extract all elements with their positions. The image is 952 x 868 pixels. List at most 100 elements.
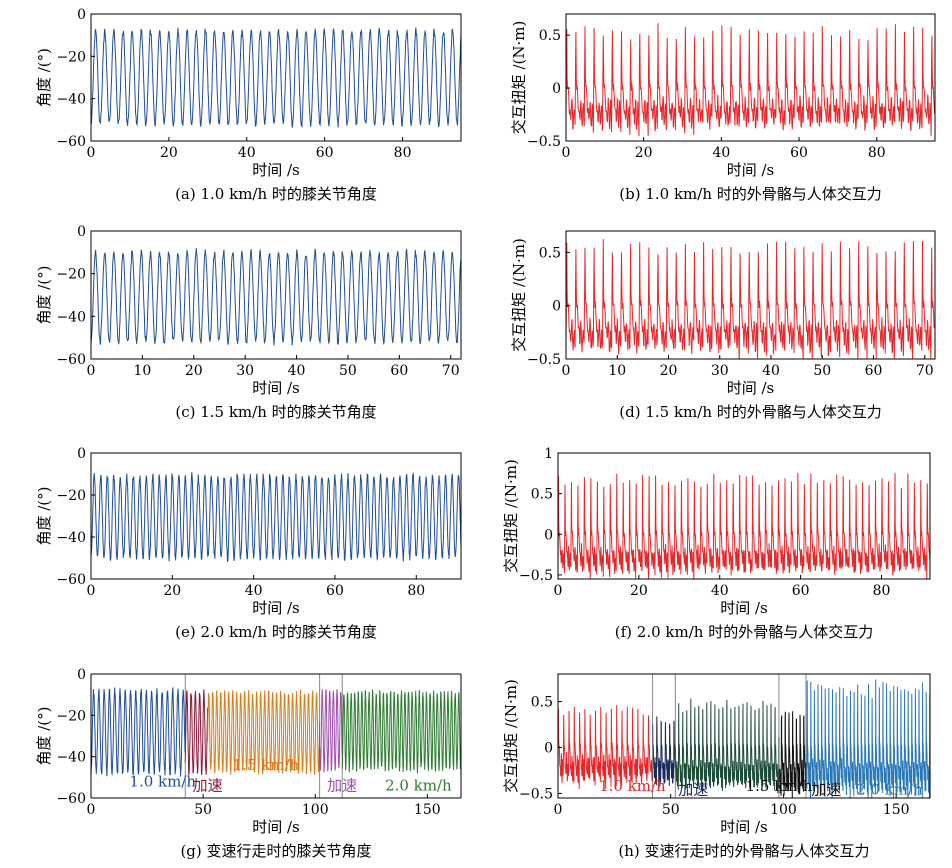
ytick-label: −60 xyxy=(56,134,86,150)
series-h-3 xyxy=(778,711,807,798)
axes-frame-a xyxy=(90,13,462,142)
panel-caption: (d) 1.5 km/h 时的外骨骼与人体交互力 xyxy=(619,403,882,421)
ytick-label: −40 xyxy=(56,750,86,766)
annotation-g-0: 1.0 km/h xyxy=(129,772,196,790)
ytick-label: 0 xyxy=(77,446,86,462)
ytick-label: −20 xyxy=(56,708,86,724)
ytick-label: 0 xyxy=(552,299,561,315)
y-axis-label: 交互扭矩 /(N·m) xyxy=(502,459,520,573)
xtick-label: 0 xyxy=(87,802,96,818)
chart-a: 0 20 40 60 80 0 −20 −40 −60 时间 /s 角度 /(°) (a) 1.0 k… xyxy=(35,7,462,203)
y-axis-label: 交互扭矩 /(N·m) xyxy=(502,679,520,793)
ytick-label: 0 xyxy=(77,224,86,240)
annotation-h-2: 1.5 km/h xyxy=(746,777,813,795)
xtick-label: 50 xyxy=(339,363,357,379)
xtick-label: 80 xyxy=(873,583,891,599)
ytick-label: 0 xyxy=(544,740,553,756)
ytick-label: 0.5 xyxy=(531,487,553,503)
xtick-label: 60 xyxy=(792,583,810,599)
panel-caption: (c) 1.5 km/h 时的膝关节角度 xyxy=(175,403,376,421)
y-axis-label: 角度 /(°) xyxy=(35,265,53,324)
ytick-label: 1 xyxy=(544,446,553,462)
xtick-label: 80 xyxy=(407,583,425,599)
axes-frame-b xyxy=(565,13,936,142)
annotation-g-4: 2.0 km/h xyxy=(385,777,452,795)
xtick-label: 60 xyxy=(790,145,808,161)
series-h-2 xyxy=(674,698,780,794)
xtick-label: 50 xyxy=(194,802,212,818)
xtick-label: 60 xyxy=(316,145,334,161)
y-axis-label: 角度 /(°) xyxy=(35,706,53,765)
series-h-4 xyxy=(805,679,930,798)
x-axis-label: 时间 /s xyxy=(252,379,300,397)
xtick-label: 0 xyxy=(562,363,571,379)
xtick-label: 20 xyxy=(185,363,203,379)
panel-caption: (f) 2.0 km/h 时的外骨骼与人体交互力 xyxy=(615,623,873,641)
xtick-label: 50 xyxy=(813,363,831,379)
xtick-label: 10 xyxy=(133,363,151,379)
annotation-g-3: 加速 xyxy=(327,777,357,795)
ytick-label: 0 xyxy=(544,527,553,543)
xtick-label: 60 xyxy=(326,583,344,599)
ytick-label: 0 xyxy=(77,7,86,23)
xtick-label: 10 xyxy=(608,363,626,379)
axes-frame-g xyxy=(90,673,462,799)
xtick-label: 30 xyxy=(711,363,729,379)
xtick-label: 40 xyxy=(238,145,256,161)
xtick-label: 100 xyxy=(302,802,329,818)
xtick-label: 0 xyxy=(87,583,96,599)
x-axis-label: 时间 /s xyxy=(252,599,300,617)
ytick-label: −60 xyxy=(56,352,86,368)
xtick-label: 0 xyxy=(562,145,571,161)
y-axis-label: 交互扭矩 /(N·m) xyxy=(510,21,528,135)
xtick-label: 40 xyxy=(288,363,306,379)
annotation-g-1: 加速 xyxy=(193,777,223,795)
xtick-label: 20 xyxy=(163,583,181,599)
ytick-label: −0.5 xyxy=(519,568,553,584)
axes-frame-e xyxy=(90,452,462,580)
ytick-label: −40 xyxy=(56,309,86,325)
ytick-label: −60 xyxy=(56,572,86,588)
chart-g: 0 50 100 150 0 −20 −40 −60 时间 /s 角度 /(°) (g) 变速行走时… xyxy=(35,667,462,860)
xtick-label: 40 xyxy=(712,145,730,161)
xtick-label: 60 xyxy=(390,363,408,379)
axes-frame-f xyxy=(557,452,931,580)
ytick-label: 0.5 xyxy=(531,695,553,711)
annotation-h-0: 1.0 km/h xyxy=(599,777,666,795)
x-axis-label: 时间 /s xyxy=(720,818,768,836)
annotation-h-3: 加速 xyxy=(811,781,841,799)
axes-frame-d xyxy=(565,230,936,360)
xtick-label: 70 xyxy=(442,363,460,379)
series-e-0 xyxy=(91,472,461,562)
ytick-label: 0.5 xyxy=(539,28,561,44)
series-b-0 xyxy=(566,23,935,137)
ytick-label: −60 xyxy=(56,791,86,807)
ytick-label: 0.5 xyxy=(539,245,561,261)
xtick-label: 100 xyxy=(770,802,797,818)
ytick-label: −0.5 xyxy=(519,786,553,802)
x-axis-label: 时间 /s xyxy=(720,599,768,617)
ytick-label: −40 xyxy=(56,530,86,546)
x-axis-label: 时间 /s xyxy=(252,818,300,836)
panel-caption: (b) 1.0 km/h 时的外骨骼与人体交互力 xyxy=(619,185,882,203)
xtick-label: 40 xyxy=(245,583,263,599)
chart-e: 0 20 40 60 80 0 −20 −40 −60 时间 /s 角度 /(°) (e) 2.0 k… xyxy=(35,446,462,641)
ytick-label: −0.5 xyxy=(527,134,561,150)
xtick-label: 30 xyxy=(236,363,254,379)
ytick-label: 0 xyxy=(77,667,86,683)
ytick-label: −20 xyxy=(56,488,86,504)
y-axis-label: 交互扭矩 /(N·m) xyxy=(510,238,528,352)
x-axis-label: 时间 /s xyxy=(252,161,300,179)
y-axis-label: 角度 /(°) xyxy=(35,486,53,545)
annotation-g-2: 1.5 km/h xyxy=(233,756,300,774)
ytick-label: −20 xyxy=(56,49,86,65)
xtick-label: 50 xyxy=(662,802,680,818)
xtick-label: 150 xyxy=(883,802,910,818)
series-c-0 xyxy=(91,248,461,346)
panel-caption: (g) 变速行走时的膝关节角度 xyxy=(180,842,371,860)
series-h-0 xyxy=(558,705,653,790)
xtick-label: 0 xyxy=(554,583,563,599)
